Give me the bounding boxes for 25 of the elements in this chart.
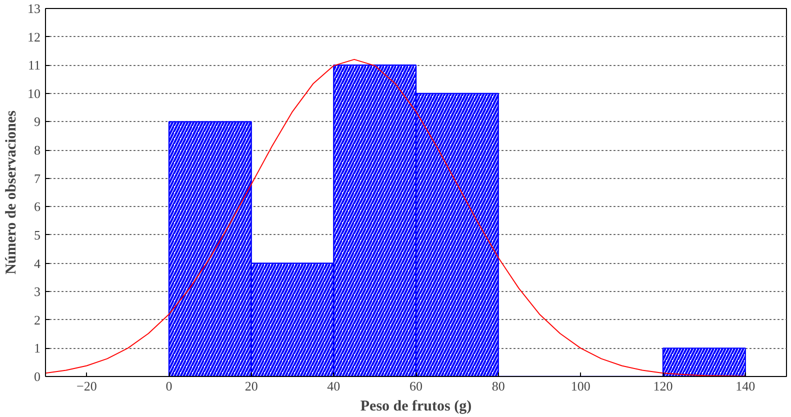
y-tick-label: 5 [34,227,40,242]
x-tick-label: −20 [76,378,97,394]
y-tick-label: 12 [28,29,40,44]
x-axis-title: Peso de frutos (g) [360,398,472,414]
x-tick-label: 60 [410,378,422,394]
y-tick-label: 7 [34,170,41,186]
y-tick-label: 8 [34,142,40,158]
x-tick-label: 0 [166,378,172,394]
y-tick-label: 6 [34,199,41,214]
y-tick-label: 9 [34,114,40,130]
y-axis-title: Número de observaciones [4,110,20,274]
y-tick-label: 13 [28,1,40,16]
y-tick-label: 1 [34,340,40,356]
x-tick-label: 120 [653,378,673,394]
x-tick-label: 40 [327,378,340,394]
y-tick-label: 11 [28,58,41,73]
y-tick-label: 3 [34,284,40,300]
x-tick-label: 140 [736,378,756,394]
x-tick-label: 20 [244,378,258,394]
y-tick-label: 2 [34,312,40,328]
y-tick-label: 4 [34,256,41,271]
y-tick-label: 10 [28,86,40,101]
x-tick-label: 80 [492,378,505,394]
x-tick-label: 100 [570,378,590,394]
y-tick-label: 0 [34,369,40,384]
